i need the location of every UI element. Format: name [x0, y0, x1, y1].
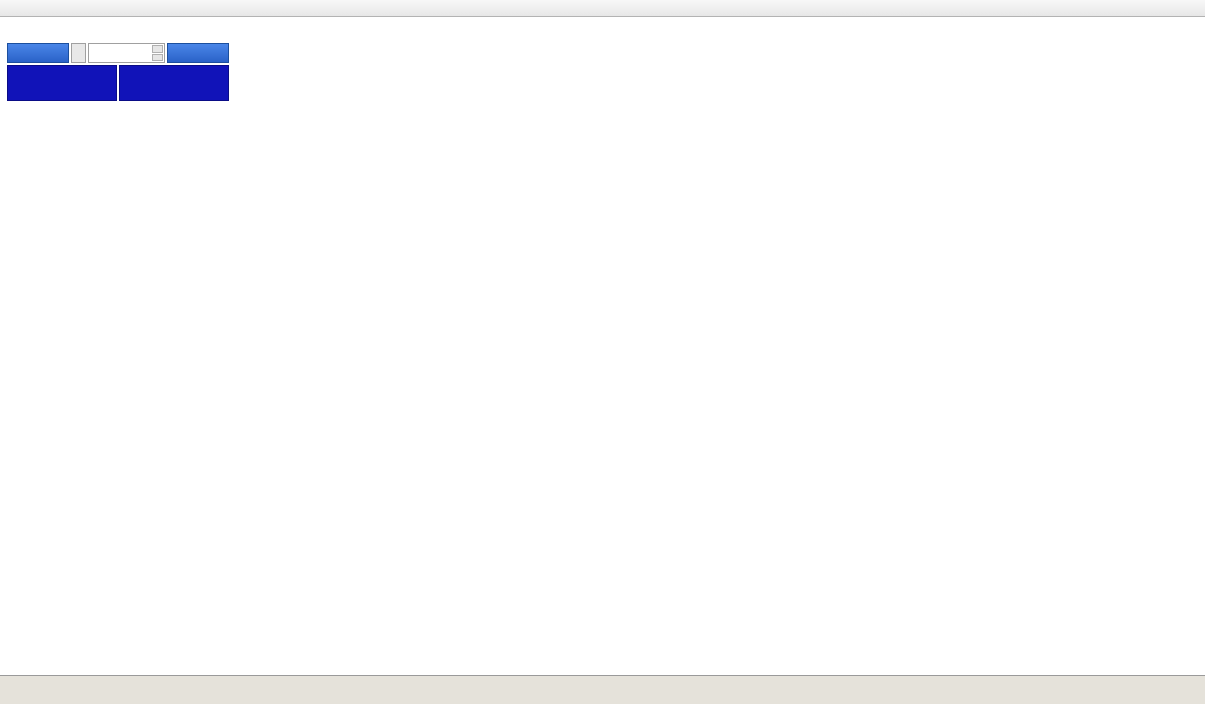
sell-price-display[interactable] [7, 65, 117, 101]
volume-dropdown-button[interactable] [71, 43, 86, 63]
volume-increase-button[interactable] [152, 45, 163, 53]
buy-button[interactable] [167, 43, 229, 63]
timeframe-toolbar [0, 0, 1205, 17]
one-click-trade-panel [7, 43, 229, 101]
volume-field [88, 43, 165, 63]
volume-input[interactable] [89, 44, 164, 62]
price-chart-canvas[interactable] [0, 17, 1205, 675]
volume-spinner [152, 45, 163, 61]
macd-indicator-label [6, 489, 17, 500]
sell-button[interactable] [7, 43, 69, 63]
rsi-indicator-label [6, 574, 12, 585]
chart-tab-bar [0, 675, 1205, 704]
date-axis[interactable] [0, 657, 1167, 675]
price-axis[interactable] [1167, 17, 1205, 675]
volume-decrease-button[interactable] [152, 53, 163, 61]
buy-price-display[interactable] [119, 65, 229, 101]
